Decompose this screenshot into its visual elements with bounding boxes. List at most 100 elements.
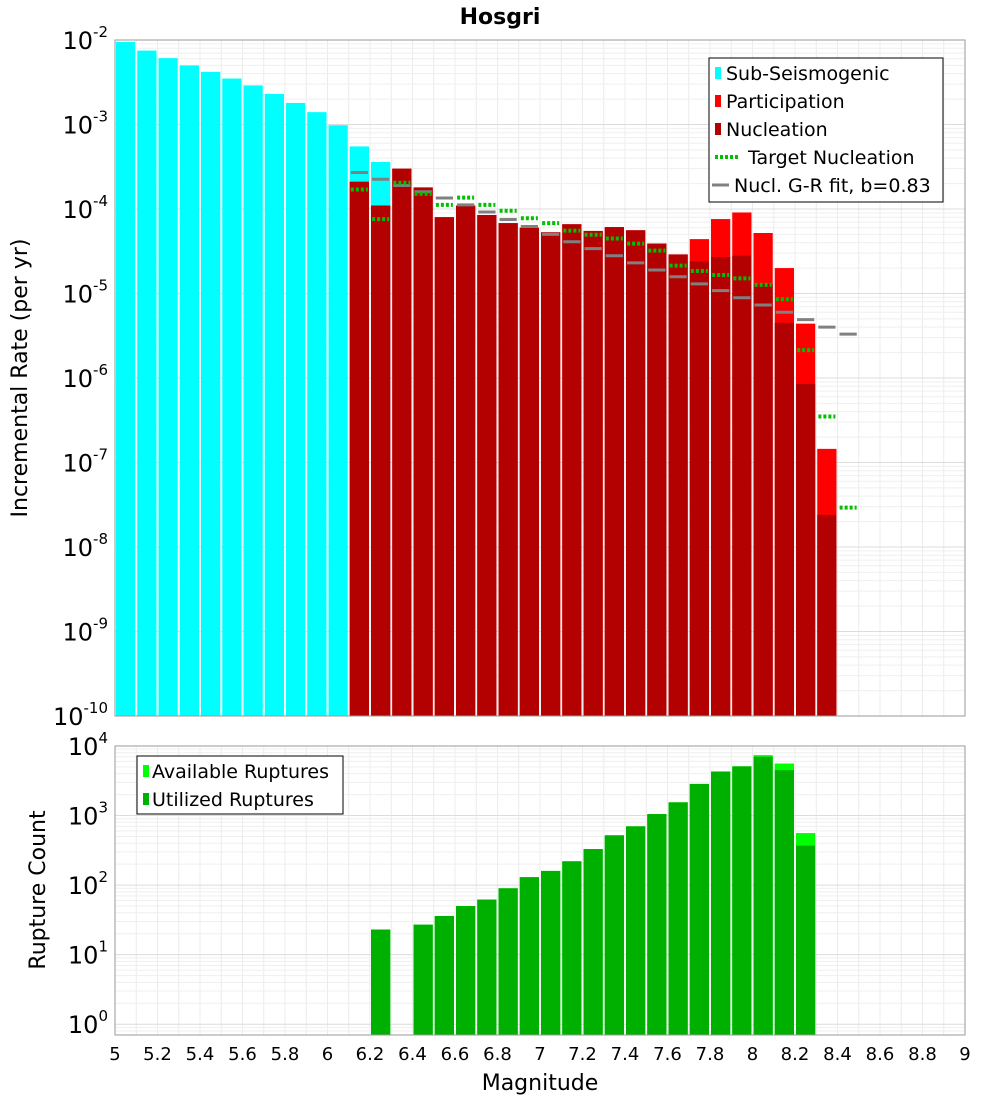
bottom-gridlines	[114, 745, 966, 1036]
bar-nucleation	[732, 255, 752, 716]
x-tick-label: 8.8	[908, 1044, 937, 1065]
legend-label: Participation	[726, 91, 845, 113]
bar-utilized-ruptures	[413, 924, 433, 1035]
tick-base: 10	[62, 534, 93, 562]
legend-label: Nucleation	[726, 119, 828, 141]
tick-base: 10	[68, 872, 99, 900]
bar-sub-seismogenic	[158, 58, 178, 716]
legend-label: Nucl. G-R fit, b=0.83	[734, 175, 931, 197]
bar-nucleation	[434, 217, 454, 716]
x-tick-labels: 5 5.2 5.4 5.6 5.8 6 6.2 6.4 6.6 6.8 7 7.2 7.4 7.6 7.8 8…	[109, 1044, 970, 1065]
bottom-y-axis-label: Rupture Count	[26, 810, 51, 970]
tick-base: 10	[68, 803, 99, 831]
x-axis-label: Magnitude	[482, 1071, 599, 1096]
bar-nucleation	[604, 227, 624, 716]
bar-utilized-ruptures	[477, 899, 497, 1035]
legend-label: Available Ruptures	[152, 761, 329, 783]
bar-utilized-ruptures	[371, 929, 391, 1035]
bar-nucleation	[541, 232, 561, 716]
bar-utilized-ruptures	[774, 770, 794, 1035]
bar-sub-seismogenic	[137, 50, 157, 717]
top-line-marks	[350, 171, 857, 510]
bottom-y-tick-label: 102	[68, 868, 108, 900]
bar-nucleation	[413, 187, 433, 717]
bar-utilized-ruptures	[562, 861, 582, 1035]
x-tick-label: 8.4	[823, 1044, 852, 1065]
x-tick-label: 6.8	[483, 1044, 512, 1065]
bar-utilized-ruptures	[541, 870, 561, 1035]
bar-nucleation	[753, 283, 773, 716]
bar-nucleation	[626, 230, 646, 716]
tick-base: 10	[62, 27, 93, 55]
bar-utilized-ruptures	[604, 835, 624, 1035]
tick-exponent: 4	[98, 729, 108, 747]
bar-sub-seismogenic	[286, 102, 306, 717]
bar-utilized-ruptures	[626, 826, 646, 1035]
x-tick-label: 7.8	[696, 1044, 725, 1065]
bottom-legend: Available Ruptures Utilized Ruptures	[136, 755, 344, 815]
bar-utilized-ruptures	[498, 888, 518, 1035]
x-tick-label: 6	[322, 1044, 333, 1065]
top-y-tick-label: 10-8	[62, 530, 108, 562]
bar-nucleation	[689, 261, 709, 716]
bottom-y-tick-label: 101	[68, 938, 108, 970]
legend-swatch	[715, 123, 721, 135]
legend-swatch	[715, 67, 721, 79]
top-y-tick-label: 10-4	[62, 192, 108, 224]
bar-utilized-ruptures	[583, 849, 603, 1035]
bar-utilized-ruptures	[711, 771, 731, 1035]
x-tick-label: 6.6	[441, 1044, 470, 1065]
top-bars	[116, 41, 837, 717]
bar-sub-seismogenic	[116, 41, 136, 717]
top-y-axis-label: Incremental Rate (per yr)	[8, 239, 33, 518]
bar-nucleation	[796, 383, 816, 716]
bar-utilized-ruptures	[732, 766, 752, 1035]
x-tick-label: 5	[109, 1044, 120, 1065]
bottom-y-tick-label: 100	[68, 1007, 108, 1039]
legend-swatch	[143, 765, 149, 777]
x-tick-label: 5.4	[186, 1044, 215, 1065]
bar-utilized-ruptures	[434, 915, 454, 1035]
bottom-plot-frame	[114, 745, 966, 1036]
x-tick-label: 6.2	[356, 1044, 385, 1065]
tick-exponent: -4	[93, 192, 108, 210]
tick-exponent: 3	[98, 799, 108, 817]
x-tick-label: 5.6	[228, 1044, 257, 1065]
bar-nucleation	[583, 230, 603, 717]
x-tick-label: 6.4	[398, 1044, 427, 1065]
bottom-y-tick-label: 104	[68, 729, 108, 761]
tick-base: 10	[62, 450, 93, 478]
legend-box	[136, 755, 344, 815]
tick-base: 10	[68, 733, 99, 761]
bar-utilized-ruptures	[689, 783, 709, 1035]
bar-nucleation	[711, 257, 731, 716]
bar-nucleation	[562, 224, 582, 716]
top-y-tick-label: 10-10	[53, 699, 108, 731]
legend-box	[708, 57, 944, 203]
tick-base: 10	[68, 1011, 99, 1039]
x-tick-label: 7.6	[653, 1044, 682, 1065]
chart-title: Hosgri	[460, 5, 541, 30]
bar-sub-seismogenic	[264, 93, 284, 716]
legend-label: Target Nucleation	[747, 147, 915, 169]
bar-nucleation	[477, 214, 497, 716]
tick-base: 10	[53, 703, 84, 731]
bar-sub-seismogenic	[328, 125, 348, 716]
tick-exponent: -6	[93, 361, 108, 379]
x-tick-label: 8.2	[781, 1044, 810, 1065]
x-tick-label: 5.8	[271, 1044, 300, 1065]
top-y-tick-label: 10-2	[62, 23, 108, 55]
bar-nucleation	[456, 205, 476, 716]
top-y-tick-label: 10-3	[62, 108, 108, 140]
bottom-y-tick-label: 103	[68, 799, 108, 831]
tick-exponent: 0	[98, 1007, 108, 1025]
top-y-tick-label: 10-6	[62, 361, 108, 393]
tick-base: 10	[62, 619, 93, 647]
tick-exponent: -5	[93, 277, 108, 295]
x-tick-label: 9	[959, 1044, 970, 1065]
bar-nucleation	[668, 254, 688, 716]
bar-sub-seismogenic	[222, 78, 242, 717]
bar-utilized-ruptures	[519, 877, 539, 1035]
tick-exponent: 2	[98, 868, 108, 886]
